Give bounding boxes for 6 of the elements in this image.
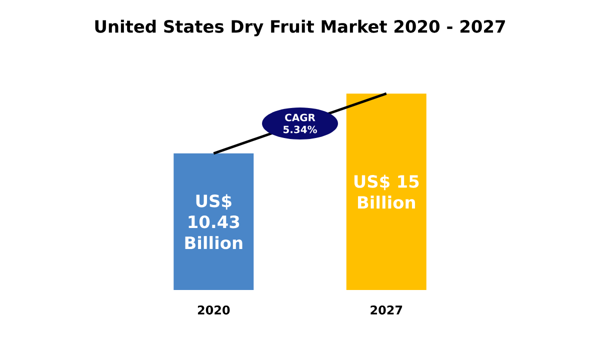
chart-title: United States Dry Fruit Market 2020 - 2027 [95, 20, 505, 36]
data-label: US$ 10.43 Billion [185, 194, 242, 250]
data-label: US$ 15 Billion [354, 174, 419, 209]
annotation: CAGR 5.34% [283, 114, 317, 134]
x-tick-label: 2020 [198, 306, 230, 315]
x-tick-label: 2027 [370, 306, 402, 315]
